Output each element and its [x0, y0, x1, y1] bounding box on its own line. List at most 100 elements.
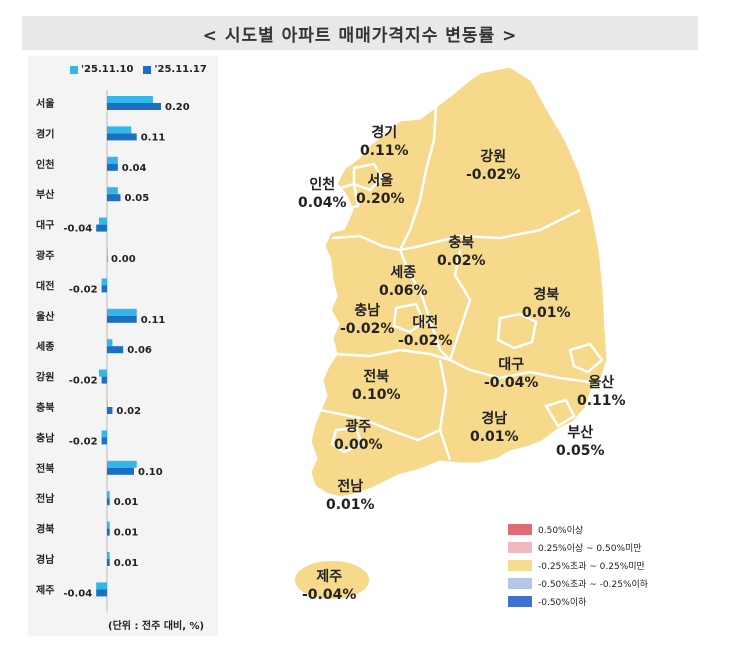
scale-row-5: -0.50%이하 [508, 592, 648, 610]
boundary-chungnam-jeonbuk [335, 348, 451, 362]
data-label: 0.11 [141, 132, 166, 143]
category-label: 강원 [36, 371, 54, 384]
map-label-ulsan-value: 0.11% [577, 393, 626, 409]
map-label-jeonbuk-name: 전북 [363, 369, 390, 385]
boundary-incheon [338, 182, 360, 212]
category-label: 전남 [36, 492, 55, 505]
legend-label-1117: '25.11.17 [154, 64, 207, 75]
data-label: 0.01 [114, 497, 139, 508]
map-label-gyeonggi-name: 경기 [371, 125, 398, 141]
data-label: 0.06 [127, 345, 152, 356]
boundary-busan [544, 398, 576, 428]
map-label-busan-name: 부산 [567, 425, 594, 441]
bar-curr [107, 315, 137, 323]
map-label-gyeongbuk: 경북 0.01% [522, 286, 571, 322]
map-label-gangwon: 강원 -0.02% [466, 148, 520, 184]
data-label: 0.01 [114, 558, 139, 569]
boundary-daegu [496, 312, 538, 350]
bar-prev [107, 187, 118, 195]
unit-note: (단위 : 전주 대비, %) [108, 621, 205, 632]
scale-swatch-4 [508, 577, 532, 589]
bar-curr [107, 163, 118, 171]
category-label: 경남 [36, 553, 55, 566]
category-label: 대전 [36, 279, 54, 292]
bar-curr [107, 346, 124, 354]
scale-label-3: -0.25%초과 ~ 0.25%미만 [538, 561, 645, 572]
bar-chart-panel [28, 56, 218, 636]
boundary-seoul [352, 162, 384, 192]
map-label-chungnam-name: 충남 [354, 303, 381, 319]
bar-prev [101, 430, 107, 438]
bar-curr [107, 467, 134, 475]
bar-prev [107, 552, 110, 559]
data-label: 0.04 [122, 163, 147, 174]
scale-label-5: -0.50%이하 [538, 597, 587, 608]
category-label: 울산 [36, 310, 55, 323]
data-label: 0.05 [125, 193, 150, 204]
map-label-gyeongbuk-name: 경북 [533, 287, 560, 303]
scale-label-1: 0.50%이상 [538, 525, 584, 536]
map-label-jeonbuk-value: 0.10% [352, 387, 401, 403]
data-label: 0.11 [141, 315, 166, 326]
map-label-chungbuk: 충북 0.02% [437, 234, 486, 270]
bar-prev [107, 308, 137, 316]
legend-swatch-1110 [70, 65, 78, 74]
data-label: 0.20 [165, 102, 190, 113]
category-label: 광주 [36, 250, 54, 262]
data-label: 0.10 [138, 467, 163, 478]
boundary-gyeonggi-gangwon [398, 105, 438, 251]
bar-curr [107, 133, 137, 141]
map-label-incheon-value: 0.04% [298, 195, 347, 211]
bar-prev [107, 491, 110, 499]
bar-prev [101, 278, 107, 286]
map-label-ulsan-name: 울산 [588, 375, 615, 391]
boundary-chungbuk-gyeongbuk [448, 249, 472, 361]
bar-prev [107, 248, 108, 255]
legend-label-1110: '25.11.10 [81, 64, 134, 75]
bar-curr [107, 103, 161, 110]
scale-row-2: 0.25%이상 ~ 0.50%미만 [508, 538, 648, 556]
map-label-daegu-name: 대구 [498, 357, 525, 373]
korea-map [293, 64, 610, 601]
bar-prev [107, 400, 108, 407]
map-label-gwangju: 광주 0.00% [334, 418, 383, 454]
bar-curr [101, 437, 107, 445]
bar-curr [107, 528, 110, 536]
map-label-daegu: 대구 -0.04% [484, 356, 538, 392]
map-label-gwangju-value: 0.00% [334, 437, 383, 453]
boundary-jeonbuk-jeonnam [319, 408, 441, 442]
scale-row-1: 0.50%이상 [508, 520, 648, 538]
category-label: 전북 [36, 462, 54, 475]
boundary-gyeonggi-south [331, 234, 421, 252]
map-label-chungnam-value: -0.02% [340, 321, 395, 337]
category-label: 서울 [36, 97, 54, 110]
map-label-jeonnam-value: 0.01% [326, 497, 375, 513]
map-label-daegu-value: -0.04% [484, 375, 539, 391]
bar-prev [107, 339, 113, 347]
scale-row-4: -0.50%초과 ~ -0.25%이하 [508, 574, 648, 592]
scale-swatch-1 [508, 523, 532, 535]
category-label: 경북 [36, 523, 54, 536]
bar-curr [101, 285, 107, 293]
map-jeju [293, 559, 371, 601]
scale-label-2: 0.25%이상 ~ 0.50%미만 [538, 543, 642, 554]
map-label-gyeongnam-name: 경남 [481, 411, 508, 427]
bar-prev [98, 217, 107, 225]
bar-curr [96, 589, 107, 597]
title-bar: < 시도별 아파트 매매가격지수 변동률 > [22, 16, 698, 50]
scale-row-3: -0.25%초과 ~ 0.25%미만 [508, 556, 648, 574]
category-label: 대구 [36, 219, 54, 232]
map-label-daejeon-value: -0.02% [398, 333, 453, 349]
scale-legend: 0.50%이상 0.25%이상 ~ 0.50%미만 -0.25%초과 ~ 0.2… [508, 520, 648, 610]
map-label-jeonbuk: 전북 0.10% [352, 368, 401, 404]
data-label: -0.04 [63, 224, 92, 235]
map-label-jeonnam-name: 전남 [337, 479, 364, 495]
boundary-chungnam-chungbuk [398, 249, 451, 361]
map-label-gyeongbuk-value: 0.01% [522, 305, 571, 321]
bar-curr [101, 376, 107, 384]
category-label: 인천 [36, 158, 54, 171]
map-label-gyeonggi: 경기 0.11% [360, 124, 409, 160]
boundary-gwangju [330, 426, 364, 454]
bar-prev [107, 521, 110, 529]
map-label-seoul-value: 0.20% [356, 191, 405, 207]
